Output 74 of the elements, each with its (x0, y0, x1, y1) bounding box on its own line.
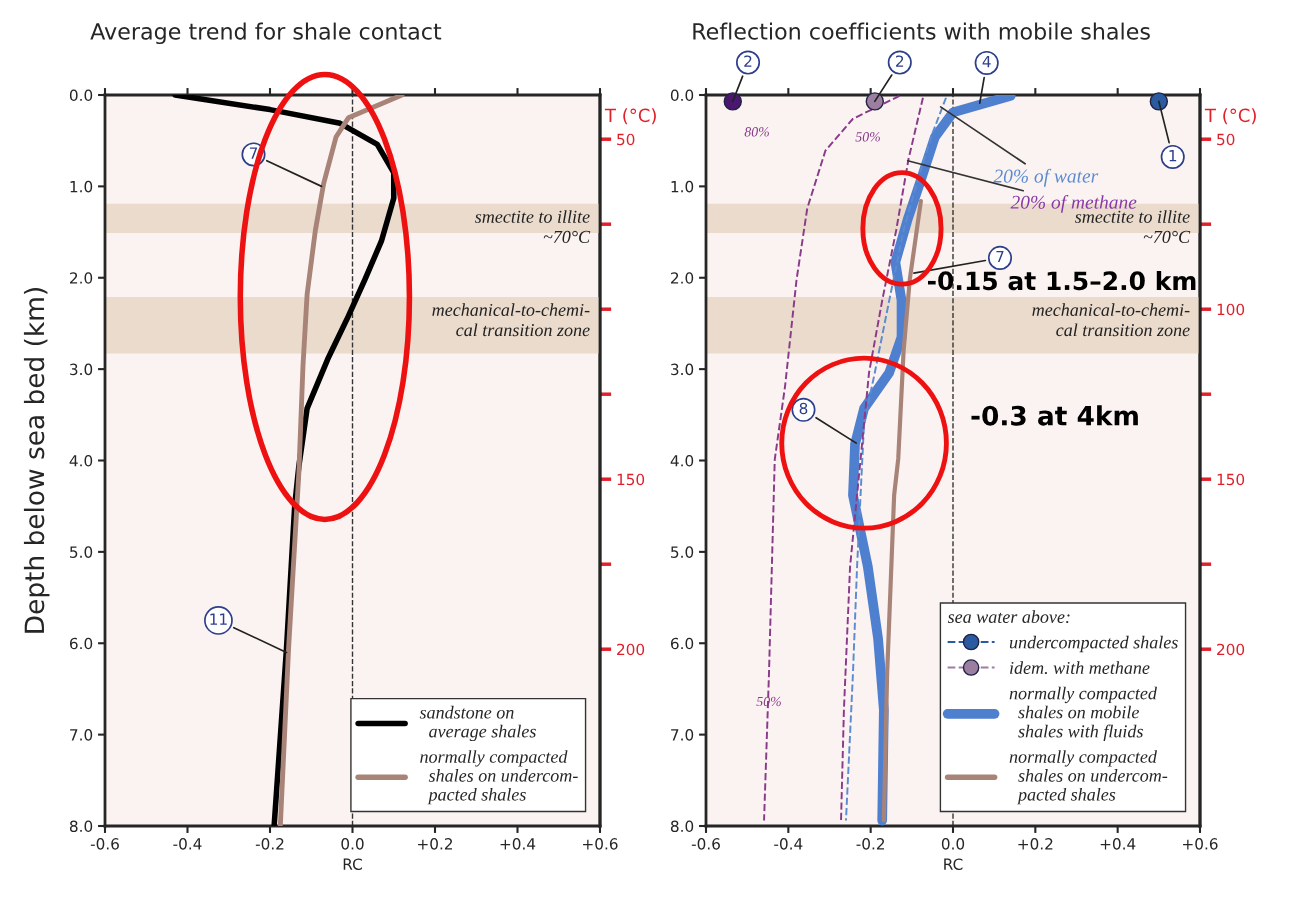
annotation: 2 (896, 55, 904, 67)
x-tick-label: -0.4 (774, 838, 803, 850)
x-tick-label: -0.4 (173, 838, 202, 850)
x-tick-label: +0.4 (500, 838, 536, 850)
annotation: 11 (210, 613, 227, 625)
annotation: 8 (799, 402, 808, 415)
band-label: mechanical-to-chemi- cal transition zone (1032, 303, 1190, 337)
annotation: 4 (982, 56, 991, 68)
annotation: 7 (996, 250, 1004, 263)
x-tick-label: +0.2 (1018, 838, 1053, 850)
legend-label: normally compacted shales on undercom- pacted shales (420, 750, 578, 805)
annotation: 50% (855, 132, 880, 142)
y-tick-label: 4.0 (69, 454, 93, 467)
y-tick-label: 5.0 (671, 546, 694, 558)
chart-title: Average trend for shale contact (90, 22, 442, 45)
annotation: 20% of water (993, 168, 1099, 187)
x-tick-label: +0.6 (1183, 838, 1218, 850)
legend-label: sandstone on average shales (419, 705, 536, 742)
line-series (840, 96, 924, 822)
x-tick-label: 0.0 (341, 838, 364, 850)
y2-tick-label: 100 (1217, 303, 1245, 316)
y2-tick-label: 200 (1217, 643, 1245, 656)
y2-tick-label: 150 (1217, 473, 1245, 486)
x-tick-label: -0.2 (856, 838, 885, 850)
y-tick-label: 0.0 (670, 89, 694, 102)
annotation: -0.3 at 4km (971, 405, 1138, 426)
y-tick-label: 4.0 (670, 454, 694, 467)
y-tick-label: 5.0 (70, 546, 93, 558)
x-tick-label: 0.0 (941, 838, 965, 850)
y-tick-label: 1.0 (671, 180, 694, 193)
legend-label: idem. with methane (1010, 661, 1150, 675)
x-tick-label: +0.2 (418, 838, 453, 850)
y-tick-label: 6.0 (69, 637, 93, 650)
x-tick-label: +0.6 (583, 838, 618, 850)
annotation: 7 (249, 147, 258, 159)
y-tick-label: 0.0 (69, 89, 93, 102)
line-series (881, 198, 923, 823)
y-tick-label: 7.0 (70, 729, 93, 741)
y-tick-label: 8.0 (670, 820, 694, 833)
x-tick-label: -0.6 (691, 838, 720, 850)
y-tick-label: 3.0 (70, 363, 93, 376)
x-tick-label: -0.6 (90, 838, 119, 850)
y-tick-label: 8.0 (69, 820, 93, 833)
y2-axis-title: T (°C) (1204, 108, 1256, 125)
y2-tick-label: 50 (1217, 133, 1235, 146)
annotation: 2 (744, 55, 752, 67)
y-tick-label: 3.0 (671, 363, 694, 376)
x-axis-title: RC (343, 858, 362, 870)
x-tick-label: -0.2 (255, 838, 284, 850)
y-tick-label: 6.0 (670, 637, 694, 650)
x-axis-title: RC (944, 858, 963, 870)
legend-label: normally compacted shales on undercom- pacted shales (1009, 750, 1168, 805)
x-tick-label: +0.4 (1100, 838, 1136, 850)
y-tick-label: 7.0 (671, 729, 694, 741)
legend-label: normally compacted shales on mobile shales with fluids (1009, 686, 1157, 742)
annotation: 80% (744, 127, 769, 137)
annotation: 50% (756, 696, 781, 707)
y2-tick-label: 150 (617, 473, 645, 486)
band-label: smectite to illite ~70°C (474, 210, 591, 243)
band-label: smectite to illite ~70°C (1075, 210, 1191, 243)
line-series (277, 95, 405, 826)
y-axis-title: Depth below sea bed (km) (23, 288, 50, 633)
y-tick-label: 2.0 (70, 272, 93, 284)
legend-label: undercompacted shales (1009, 635, 1178, 653)
y2-tick-label: 200 (617, 643, 645, 656)
annotation: -0.15 at 1.5–2.0 km (927, 270, 1196, 291)
y-tick-label: 2.0 (671, 272, 694, 284)
y2-axis-title: T (°C) (604, 108, 656, 125)
band-label: mechanical-to-chemi- cal transition zone (432, 303, 590, 337)
annotation: 1 (1169, 150, 1177, 162)
y2-tick-label: 50 (617, 133, 635, 146)
y-tick-label: 1.0 (70, 180, 93, 193)
chart-title: Reflection coefficients with mobile shales (693, 22, 1150, 40)
legend-title: sea water above: (947, 610, 1070, 624)
